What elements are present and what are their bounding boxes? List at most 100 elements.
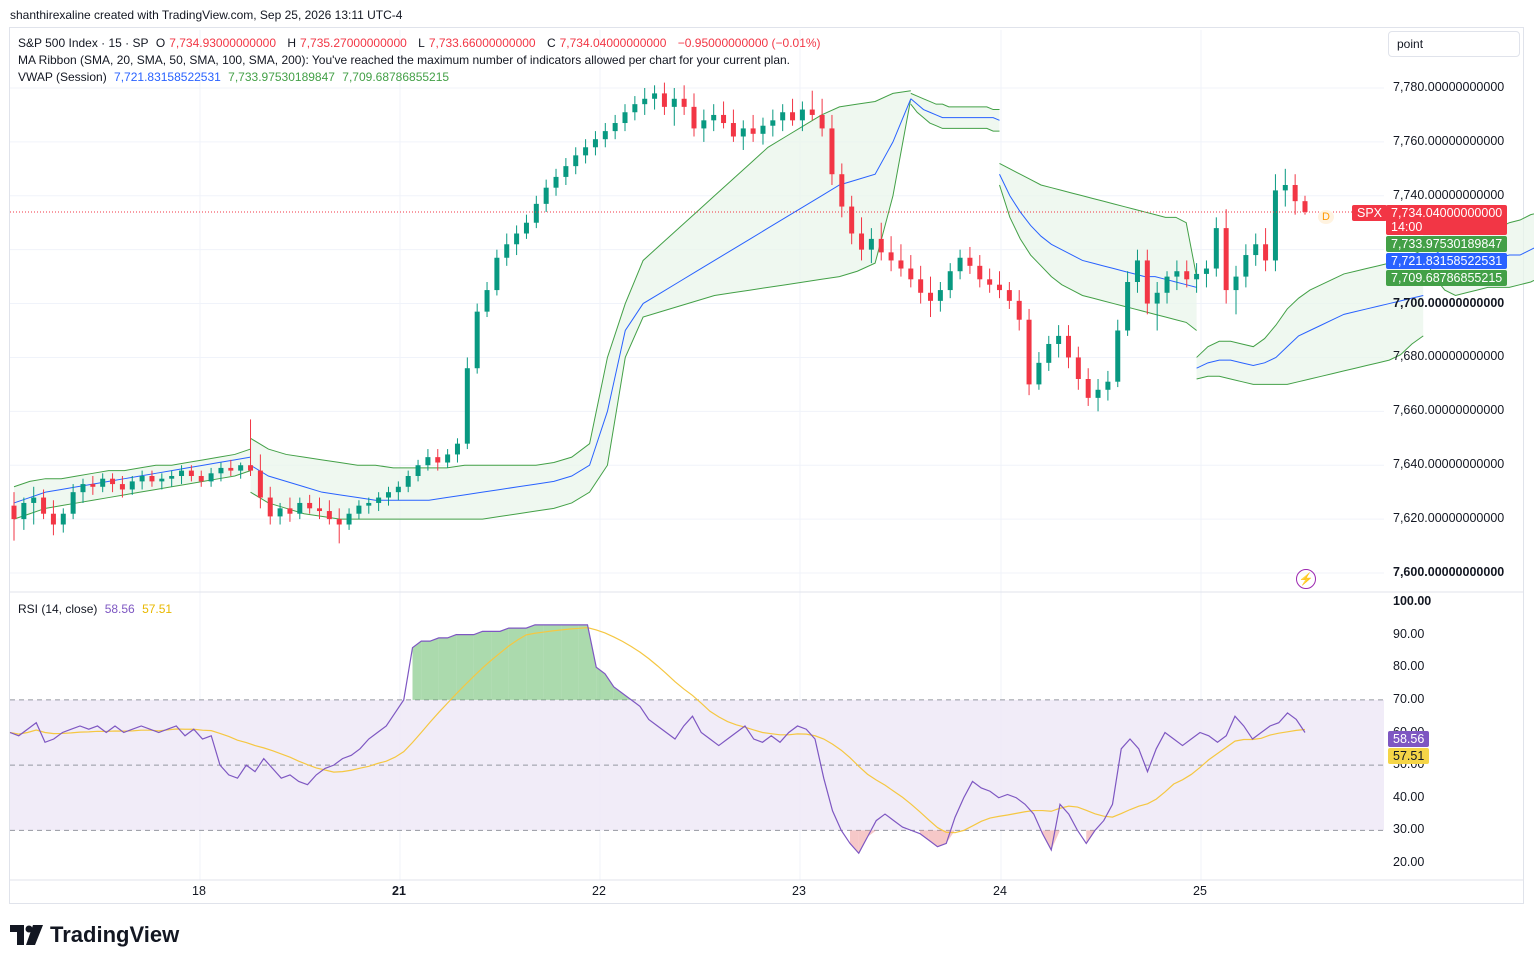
candle-body xyxy=(169,476,175,479)
candle-body xyxy=(504,244,510,258)
rsi-ma-value: 57.51 xyxy=(142,602,173,616)
dividend-marker[interactable]: D xyxy=(1318,210,1334,224)
candle-body xyxy=(454,443,460,455)
candle-body xyxy=(385,492,391,498)
vwap-upper-line xyxy=(13,448,251,488)
candle-body xyxy=(474,311,480,369)
rsi-overbought-fill xyxy=(430,637,439,700)
candle-body xyxy=(415,465,421,476)
candle-body xyxy=(405,476,411,487)
vwap-tag: 7,721.83158522531 xyxy=(1386,253,1508,269)
symbol-legend: S&P 500 Index · 15 · SP O 7,734.930000000… xyxy=(18,36,821,50)
vwap-lower-line xyxy=(250,98,912,520)
rsi-overbought-fill xyxy=(578,624,588,700)
vwap-upper-line xyxy=(250,90,911,469)
candle-body xyxy=(238,465,244,471)
upper-band-tag: 7,733.97530189847 xyxy=(1386,236,1508,252)
candle-body xyxy=(947,271,953,291)
rsi-overbought-fill xyxy=(465,634,474,700)
candle-body xyxy=(671,98,677,107)
candle-body xyxy=(435,457,441,463)
lower-band-tag: 7,709.68786855215 xyxy=(1386,270,1508,286)
countdown: 14:00 xyxy=(1391,220,1423,234)
candle-body xyxy=(652,93,658,99)
rsi-axis-label: 30.00 xyxy=(1393,822,1425,837)
vwap-lower-line xyxy=(910,103,1000,132)
vwap-legend[interactable]: VWAP (Session) 7,721.83158522531 7,733.9… xyxy=(18,70,453,84)
rsi-overbought-fill xyxy=(412,641,422,700)
rsi-pane xyxy=(9,624,1384,855)
candle-body xyxy=(50,513,56,525)
rsi-overbought-fill xyxy=(561,624,570,700)
candle-body xyxy=(1065,335,1071,358)
candle-body xyxy=(1272,190,1278,261)
symbol-name: S&P 500 Index · 15 · SP xyxy=(18,36,149,50)
candle-body xyxy=(573,155,579,167)
candle-body xyxy=(977,265,983,280)
candle-body xyxy=(267,497,273,517)
candle-body xyxy=(90,484,96,487)
candle-body xyxy=(1026,319,1032,385)
candle-body xyxy=(937,290,943,301)
candle-body xyxy=(859,233,865,250)
vwap-upper-line xyxy=(1196,249,1424,358)
candle-body xyxy=(188,470,194,476)
rsi-tag: 58.56 xyxy=(1388,731,1430,747)
rsi-ma-line xyxy=(9,627,1306,834)
rsi-overbought-fill xyxy=(473,631,483,700)
candle-body xyxy=(868,238,874,250)
candle-body xyxy=(1203,268,1209,274)
candle-body xyxy=(790,112,796,121)
rsi-overbought-fill xyxy=(543,624,553,700)
lightning-icon[interactable]: ⚡ xyxy=(1296,569,1316,589)
candle-body xyxy=(1095,389,1101,398)
rsi-overbought-fill xyxy=(508,628,518,700)
candle-body xyxy=(563,166,569,177)
vwap-upper-line xyxy=(910,92,1000,111)
candle-body xyxy=(100,478,106,487)
candle-body xyxy=(1006,290,1012,301)
candle-body xyxy=(1282,185,1288,191)
candle-body xyxy=(839,174,845,207)
point-selector[interactable]: point xyxy=(1388,31,1520,57)
candle-body xyxy=(41,497,47,514)
candle-body xyxy=(326,511,332,520)
candle-body xyxy=(740,128,746,137)
rsi-ma-tag: 57.51 xyxy=(1388,748,1430,764)
rsi-axis-label: 80.00 xyxy=(1393,659,1425,674)
candle-body xyxy=(1105,381,1111,390)
candle-body xyxy=(809,109,815,115)
price-axis-label: 7,640.00000000000 xyxy=(1393,457,1505,472)
candle-body xyxy=(829,128,835,175)
rsi-overbought-fill xyxy=(552,624,562,700)
candle-body xyxy=(908,268,914,280)
candle-body xyxy=(494,257,500,291)
candle-body xyxy=(661,93,667,107)
rsi-overbought-fill xyxy=(456,634,465,700)
rsi-legend[interactable]: RSI (14, close) 58.56 57.51 xyxy=(18,602,176,616)
brand-footer[interactable]: TradingView xyxy=(10,922,179,948)
rsi-overbought-fill xyxy=(447,634,457,700)
candle-body xyxy=(307,502,313,509)
candle-body xyxy=(928,292,934,301)
candle-body xyxy=(632,104,638,113)
candle-body xyxy=(179,470,185,476)
rsi-axis-label: 90.00 xyxy=(1393,626,1425,641)
rsi-oversold-fill xyxy=(920,830,929,841)
candle-body xyxy=(366,502,372,506)
candle-body xyxy=(198,476,204,482)
rsi-overbought-fill xyxy=(613,686,623,700)
candle-body xyxy=(987,279,993,285)
vwap-upper-line xyxy=(999,163,1198,277)
candle-body xyxy=(159,478,165,482)
candle-body xyxy=(553,176,559,188)
candle-body xyxy=(996,284,1002,291)
candle-body xyxy=(760,125,766,134)
candle-body xyxy=(750,128,756,134)
ma-ribbon-legend[interactable]: MA Ribbon (SMA, 20, SMA, 50, SMA, 100, S… xyxy=(18,53,790,67)
candle-body xyxy=(957,257,963,272)
candle-body xyxy=(346,513,352,525)
brand-name: TradingView xyxy=(50,922,180,947)
rsi-overbought-fill xyxy=(605,673,614,700)
